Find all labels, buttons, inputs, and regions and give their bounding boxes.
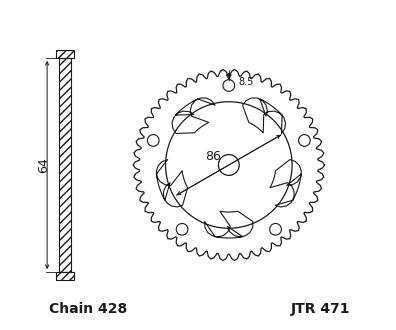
Text: 8.5: 8.5 xyxy=(238,78,253,87)
Bar xyxy=(59,58,71,272)
Text: 86: 86 xyxy=(205,150,221,163)
Bar xyxy=(56,50,74,58)
Bar xyxy=(56,272,74,280)
Bar xyxy=(59,58,71,272)
Text: 64: 64 xyxy=(37,157,50,173)
Text: Chain 428: Chain 428 xyxy=(49,302,127,316)
Bar xyxy=(56,50,74,58)
Bar xyxy=(56,272,74,280)
Text: JTR 471: JTR 471 xyxy=(291,302,350,316)
